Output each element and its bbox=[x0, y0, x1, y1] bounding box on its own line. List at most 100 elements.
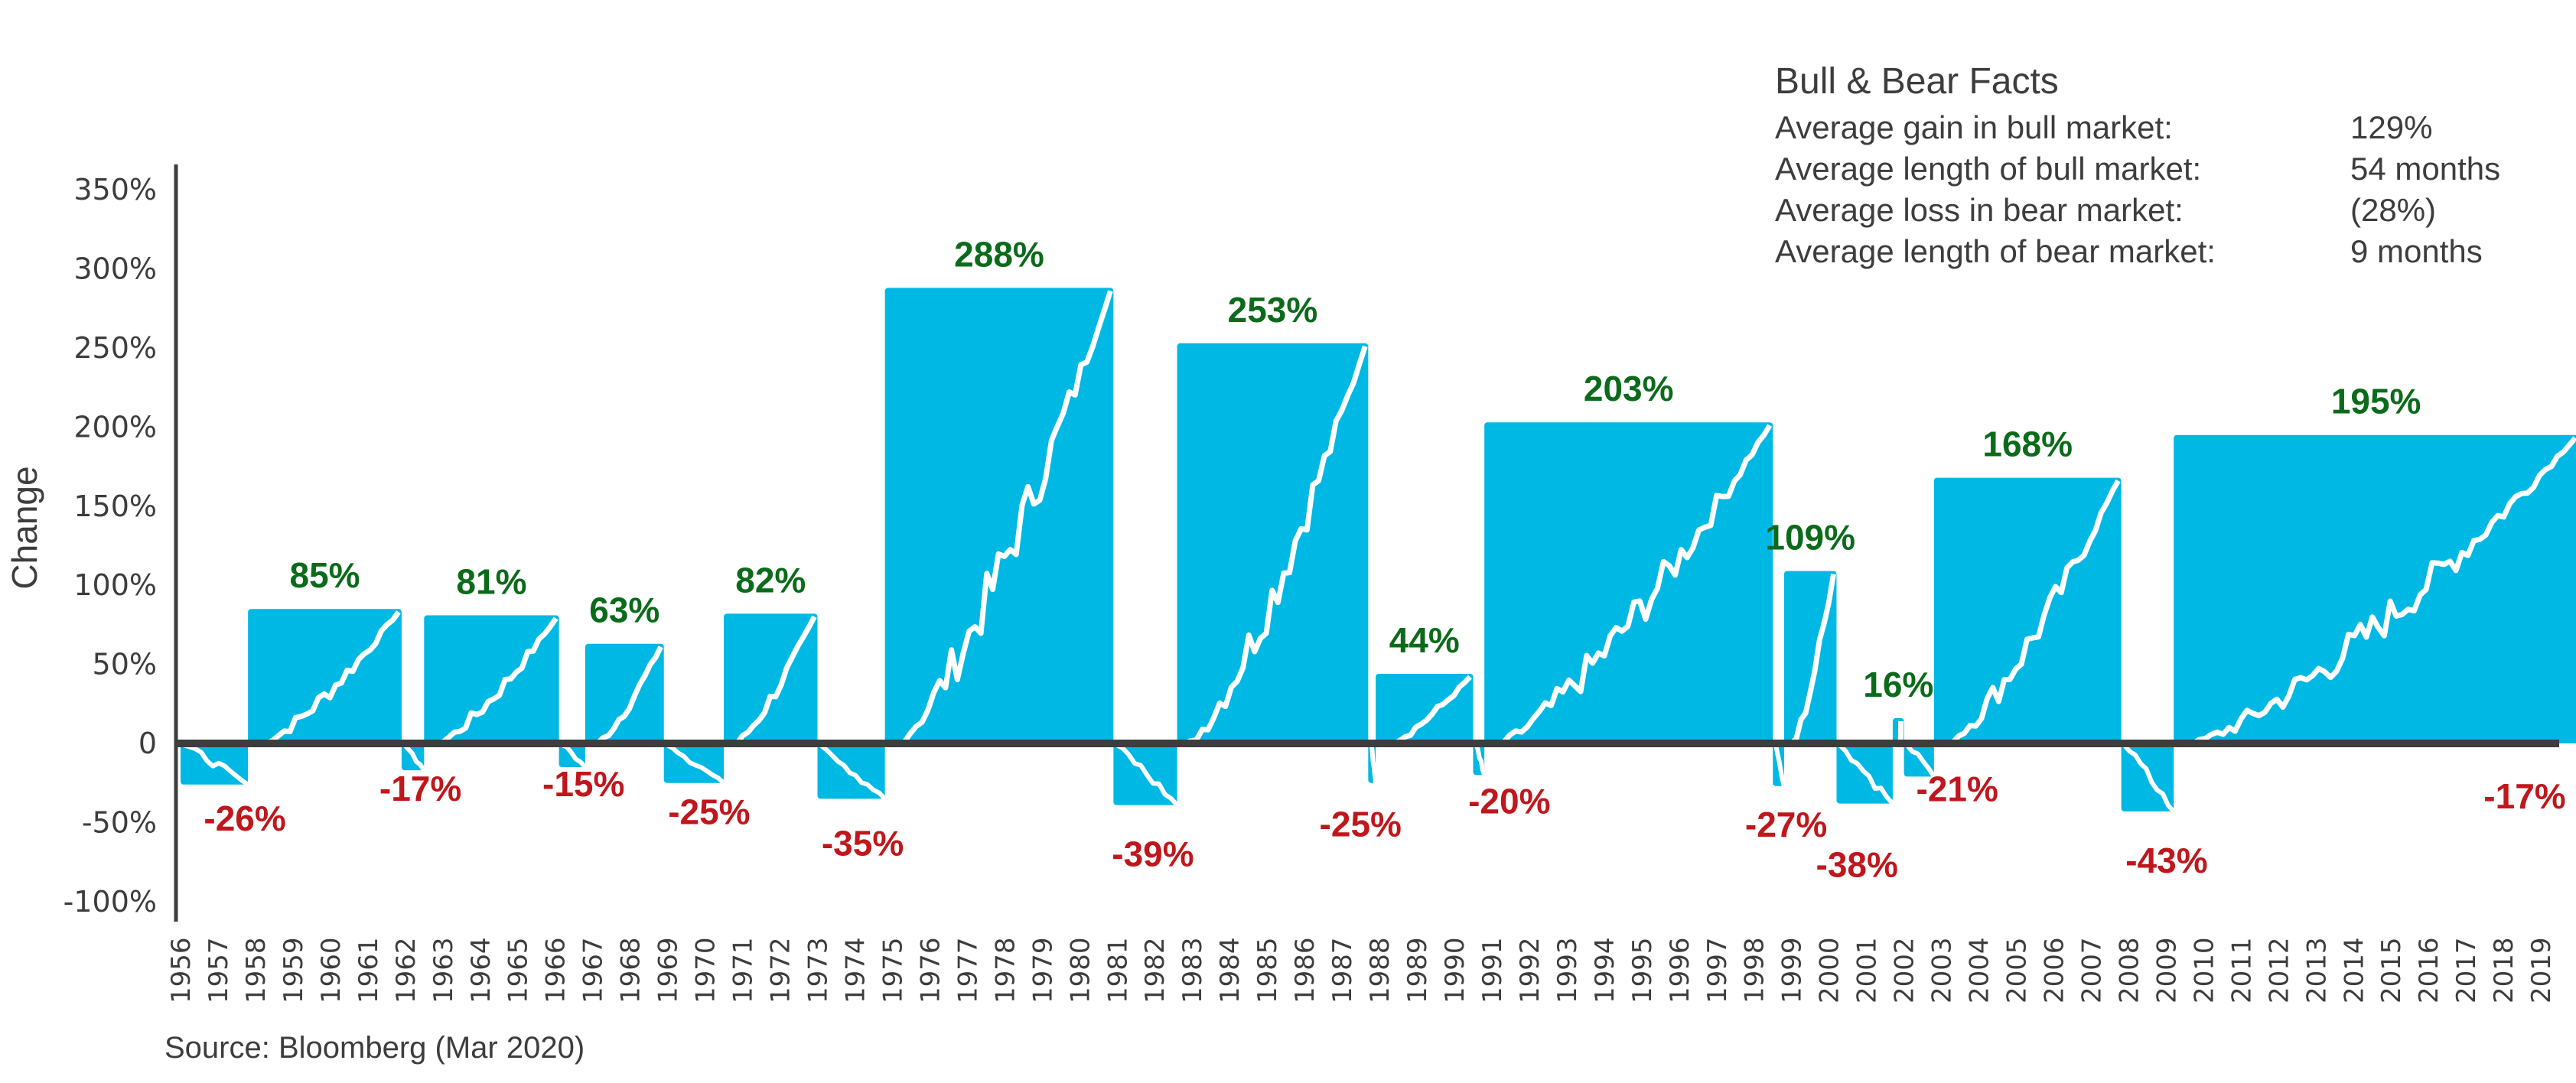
x-tick-label: 1981 bbox=[1102, 937, 1133, 1003]
x-tick-label: 1993 bbox=[1552, 937, 1583, 1003]
bull-market-line bbox=[1184, 345, 1368, 746]
bear-market-line bbox=[666, 743, 726, 785]
index-lines bbox=[183, 290, 2576, 813]
x-tick-label: 2005 bbox=[2002, 937, 2033, 1003]
x-tick-label: 2002 bbox=[1890, 937, 1920, 1003]
bull-market-label: 44% bbox=[1389, 620, 1460, 660]
bear-market-line bbox=[1369, 744, 1379, 784]
y-tick-label: 150% bbox=[73, 489, 157, 523]
x-tick-label: 2018 bbox=[2489, 937, 2519, 1003]
facts-row-label: Average length of bull market: bbox=[1775, 151, 2202, 187]
bull-market-line bbox=[1790, 574, 1836, 746]
x-tick-label: 1959 bbox=[278, 937, 309, 1003]
bull-market-area bbox=[424, 615, 559, 743]
x-tick-label: 1978 bbox=[990, 937, 1021, 1003]
x-tick-label: 1958 bbox=[241, 937, 272, 1003]
facts-row-label: Average loss in bear market: bbox=[1775, 192, 2184, 228]
bull-market-area bbox=[248, 609, 402, 743]
x-tick-label: 1967 bbox=[578, 937, 609, 1003]
facts-row: Average length of bear market: 9 months bbox=[1775, 231, 2540, 272]
x-tick-labels: 1956 1957 1958 1959 1960 1961 1962 1963 1964 1965… bbox=[166, 937, 2557, 1003]
y-tick-label: 0 bbox=[138, 727, 157, 760]
bull-market-line bbox=[2181, 436, 2576, 746]
y-tick-label: 350% bbox=[73, 173, 157, 207]
bull-market-line bbox=[592, 646, 663, 746]
x-tick-label: 2003 bbox=[1927, 937, 1958, 1003]
x-tick-label: 1972 bbox=[766, 937, 796, 1003]
facts-title: Bull & Bear Facts bbox=[1775, 61, 2059, 102]
bull-market-line bbox=[892, 290, 1113, 746]
x-tick-label: 1998 bbox=[1740, 937, 1770, 1003]
x-tick-label: 2006 bbox=[2040, 937, 2070, 1003]
bull-market-label: 63% bbox=[589, 590, 659, 630]
y-tick-label: 250% bbox=[73, 331, 157, 365]
x-tick-label: 1974 bbox=[840, 937, 871, 1003]
x-tick-label: 1994 bbox=[1590, 937, 1620, 1003]
x-tick-label: 1987 bbox=[1327, 937, 1358, 1003]
bull-market-line bbox=[256, 610, 401, 746]
facts-row-label: Average gain in bull market: bbox=[1775, 109, 2173, 145]
x-tick-label: 2014 bbox=[2339, 937, 2369, 1003]
x-tick-label: 1997 bbox=[1702, 937, 1733, 1003]
bull-market-label: 195% bbox=[2331, 382, 2421, 421]
x-tick-label: 1963 bbox=[428, 937, 459, 1003]
bull-market-line bbox=[731, 615, 817, 746]
x-tick-label: 1986 bbox=[1290, 937, 1321, 1003]
x-tick-label: 1996 bbox=[1665, 937, 1695, 1003]
bear-market-label: -26% bbox=[204, 798, 285, 838]
bull-market-label: 82% bbox=[735, 560, 806, 600]
bear-market-line bbox=[1115, 743, 1179, 807]
x-tick-label: 1968 bbox=[616, 937, 646, 1003]
bear-market-label: -21% bbox=[1917, 769, 1998, 808]
bear-market-line bbox=[1905, 743, 1936, 779]
x-tick-label: 2013 bbox=[2301, 937, 2332, 1003]
bull-market-area bbox=[1783, 571, 1837, 743]
x-tick-label: 1999 bbox=[1777, 937, 1808, 1003]
bull-market-label: 203% bbox=[1584, 369, 1674, 408]
x-tick-label: 1995 bbox=[1627, 937, 1658, 1003]
x-tick-label: 1977 bbox=[953, 937, 983, 1003]
bull-market-area bbox=[884, 288, 1114, 743]
x-tick-label: 2012 bbox=[2264, 937, 2294, 1003]
bear-market-line bbox=[402, 743, 426, 772]
facts-row-value: 129% bbox=[2350, 109, 2433, 145]
x-tick-label: 2019 bbox=[2526, 937, 2557, 1003]
bear-market-label: -43% bbox=[2125, 841, 2207, 880]
x-tick-label: 1976 bbox=[915, 937, 946, 1003]
bear-market-label: -25% bbox=[1320, 805, 1402, 844]
y-tick-label: 50% bbox=[93, 648, 157, 681]
y-tick-label: 300% bbox=[73, 252, 157, 286]
x-tick-label: 1961 bbox=[353, 937, 384, 1003]
x-tick-label: 2007 bbox=[2076, 937, 2107, 1003]
y-tick-labels: 350% 300% 250% 200% 150% 100% 50% 0 -50% -100% bbox=[64, 173, 157, 919]
x-tick-label: 2011 bbox=[2226, 937, 2257, 1003]
x-tick-label: 1966 bbox=[541, 937, 572, 1003]
x-tick-label: 1973 bbox=[803, 937, 833, 1003]
bull-market-area bbox=[724, 613, 818, 743]
bear-market-line bbox=[183, 743, 249, 787]
facts-row-value: 9 months bbox=[2350, 233, 2483, 269]
bull-market-area bbox=[1177, 343, 1369, 743]
bull-market-label: 288% bbox=[954, 234, 1044, 274]
bull-market-area bbox=[585, 643, 664, 743]
bear-market-label: -27% bbox=[1745, 805, 1827, 844]
bull-market-line bbox=[432, 616, 559, 746]
bear-market-label: -39% bbox=[1112, 834, 1194, 874]
x-tick-label: 1992 bbox=[1515, 937, 1545, 1003]
x-tick-label: 1965 bbox=[503, 937, 534, 1003]
x-tick-label: 1957 bbox=[204, 937, 234, 1003]
bull-market-line bbox=[1941, 479, 2121, 746]
bear-market-line bbox=[1474, 743, 1487, 776]
y-tick-label: -50% bbox=[82, 805, 157, 839]
market-areas bbox=[181, 288, 2576, 811]
x-tick-label: 1990 bbox=[1440, 937, 1470, 1003]
bear-market-label: -38% bbox=[1816, 845, 1898, 885]
facts-row: Average loss in bear market: (28%) bbox=[1775, 190, 2540, 231]
bull-market-line bbox=[1492, 424, 1773, 746]
bull-market-area bbox=[1376, 674, 1474, 743]
facts-row: Average length of bull market: 54 months bbox=[1775, 148, 2540, 190]
bull-market-label: 253% bbox=[1228, 290, 1318, 330]
x-tick-label: 1985 bbox=[1252, 937, 1283, 1003]
bear-market-line bbox=[2122, 743, 2176, 813]
